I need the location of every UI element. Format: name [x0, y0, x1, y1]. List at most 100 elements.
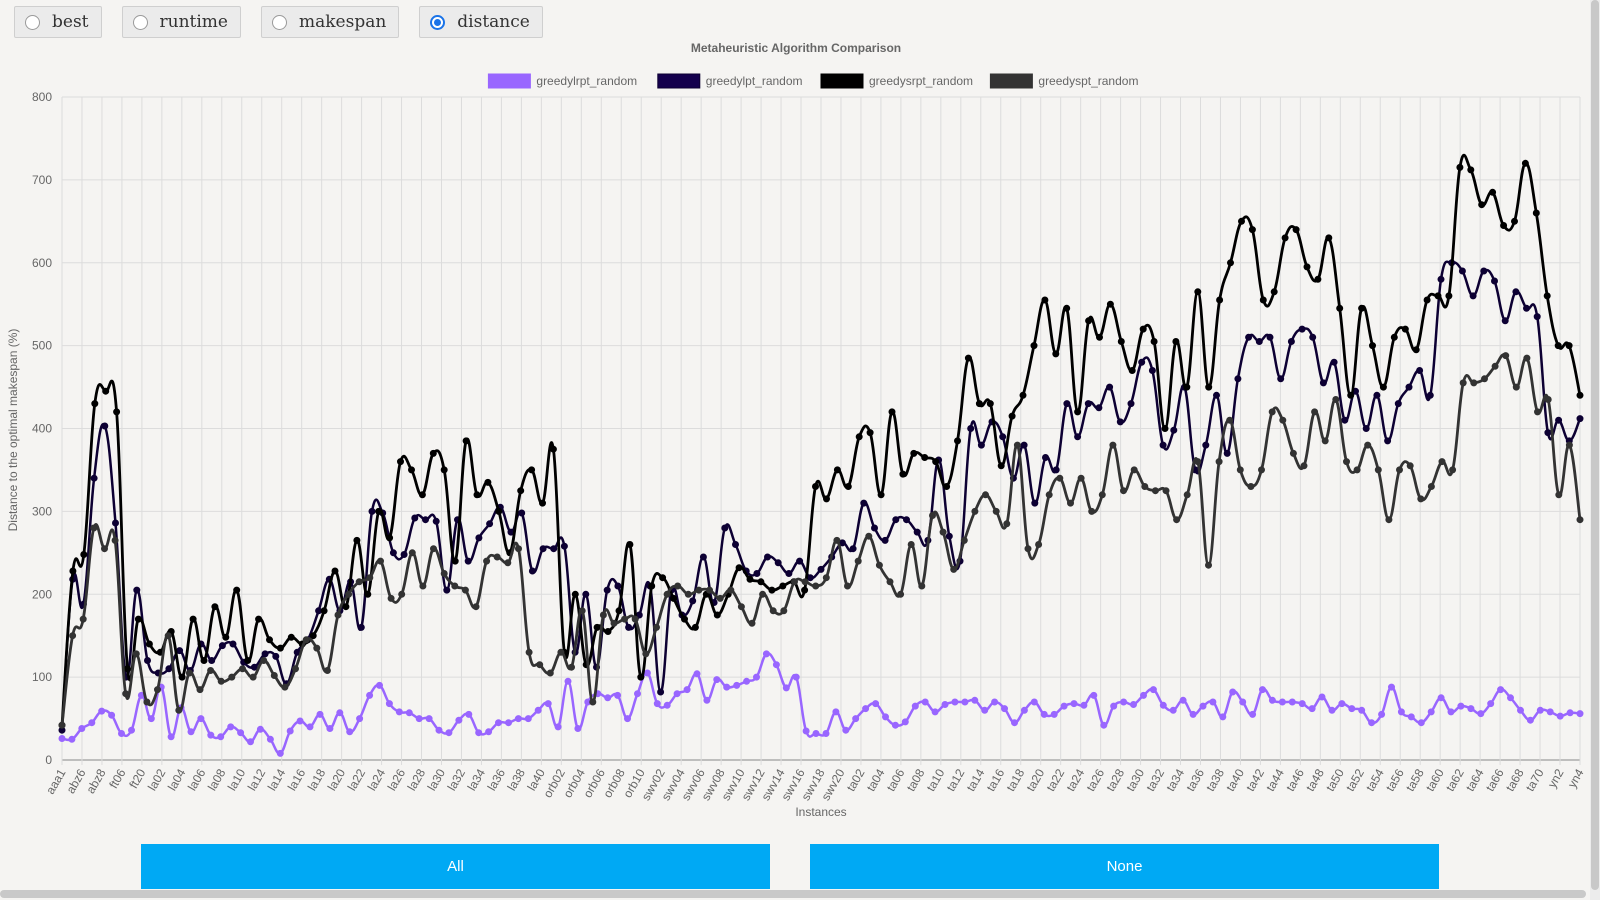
data-point[interactable] — [901, 718, 909, 726]
data-point[interactable] — [1338, 700, 1346, 708]
data-point[interactable] — [981, 706, 989, 714]
data-point[interactable] — [866, 429, 874, 437]
data-point[interactable] — [276, 644, 284, 652]
data-point[interactable] — [1330, 358, 1338, 366]
data-point[interactable] — [1194, 288, 1202, 296]
data-point[interactable] — [495, 719, 502, 727]
data-point[interactable] — [1090, 691, 1098, 699]
data-point[interactable] — [435, 726, 443, 734]
vertical-scrollbar-thumb[interactable] — [1591, 0, 1599, 890]
data-point[interactable] — [1268, 696, 1276, 704]
data-point[interactable] — [1458, 267, 1466, 275]
data-point[interactable] — [233, 586, 241, 594]
data-point[interactable] — [1423, 296, 1431, 304]
data-point[interactable] — [574, 725, 582, 732]
data-point[interactable] — [411, 514, 419, 522]
data-point[interactable] — [1205, 383, 1213, 391]
data-point[interactable] — [1169, 706, 1177, 714]
data-point[interactable] — [812, 730, 820, 737]
data-point[interactable] — [143, 698, 151, 706]
data-point[interactable] — [954, 437, 961, 445]
data-point[interactable] — [1394, 400, 1402, 408]
data-point[interactable] — [877, 491, 885, 499]
data-point[interactable] — [1098, 491, 1106, 499]
data-point[interactable] — [356, 715, 364, 723]
data-point[interactable] — [178, 673, 186, 681]
data-point[interactable] — [465, 710, 473, 718]
data-point[interactable] — [1368, 719, 1376, 727]
data-point[interactable] — [185, 669, 193, 677]
data-point[interactable] — [1162, 487, 1170, 495]
data-point[interactable] — [286, 727, 294, 735]
data-point[interactable] — [1042, 454, 1049, 461]
data-point[interactable] — [550, 545, 558, 553]
data-point[interactable] — [1523, 354, 1531, 362]
data-point[interactable] — [539, 545, 547, 553]
data-point[interactable] — [1325, 234, 1333, 242]
data-point[interactable] — [899, 470, 907, 478]
data-point[interactable] — [774, 559, 782, 567]
data-point[interactable] — [133, 586, 141, 594]
data-point[interactable] — [261, 650, 269, 658]
data-point[interactable] — [386, 534, 394, 542]
data-point[interactable] — [716, 594, 724, 602]
data-point[interactable] — [1150, 338, 1158, 345]
data-point[interactable] — [782, 684, 790, 692]
data-point[interactable] — [102, 387, 110, 395]
data-point[interactable] — [1555, 416, 1563, 424]
data-point[interactable] — [1236, 466, 1244, 474]
data-point[interactable] — [1234, 375, 1242, 383]
data-point[interactable] — [951, 698, 959, 706]
data-point[interactable] — [1229, 688, 1237, 696]
data-point[interactable] — [368, 507, 376, 515]
data-point[interactable] — [514, 715, 522, 723]
data-point[interactable] — [1151, 487, 1159, 495]
data-point[interactable] — [1173, 516, 1181, 524]
data-point[interactable] — [1109, 441, 1117, 449]
data-point[interactable] — [1031, 499, 1039, 507]
data-point[interactable] — [218, 642, 226, 650]
data-point[interactable] — [674, 582, 682, 590]
data-point[interactable] — [1120, 487, 1127, 495]
data-point[interactable] — [355, 578, 363, 586]
data-point[interactable] — [306, 723, 314, 731]
data-point[interactable] — [1543, 292, 1551, 300]
data-point[interactable] — [1481, 375, 1488, 383]
data-point[interactable] — [648, 582, 656, 590]
data-point[interactable] — [721, 524, 729, 532]
data-point[interactable] — [539, 499, 546, 507]
data-point[interactable] — [945, 532, 953, 540]
data-point[interactable] — [653, 700, 661, 708]
data-point[interactable] — [1161, 425, 1169, 432]
data-point[interactable] — [801, 578, 809, 586]
data-point[interactable] — [1298, 700, 1306, 708]
data-point[interactable] — [1239, 698, 1247, 706]
data-point[interactable] — [69, 567, 77, 575]
data-point[interactable] — [1507, 694, 1514, 702]
data-point[interactable] — [768, 586, 776, 594]
data-point[interactable] — [207, 667, 215, 674]
data-point[interactable] — [753, 673, 760, 681]
data-point[interactable] — [276, 749, 284, 757]
data-point[interactable] — [614, 582, 622, 590]
data-point[interactable] — [134, 615, 142, 623]
data-point[interactable] — [568, 663, 575, 671]
data-point[interactable] — [486, 520, 494, 528]
data-point[interactable] — [1544, 429, 1552, 437]
data-point[interactable] — [1434, 292, 1442, 300]
data-point[interactable] — [1179, 696, 1187, 704]
data-point[interactable] — [943, 483, 951, 490]
data-point[interactable] — [986, 400, 994, 408]
data-point[interactable] — [1194, 458, 1202, 466]
data-point[interactable] — [1374, 466, 1382, 474]
legend-item[interactable]: greedysrpt_random — [820, 73, 973, 89]
data-point[interactable] — [1477, 710, 1485, 718]
data-point[interactable] — [473, 491, 481, 499]
data-point[interactable] — [733, 681, 741, 689]
data-point[interactable] — [844, 483, 852, 490]
data-point[interactable] — [475, 729, 483, 737]
data-point[interactable] — [746, 575, 754, 583]
data-point[interactable] — [684, 590, 692, 598]
data-point[interactable] — [1249, 710, 1257, 718]
data-point[interactable] — [1084, 400, 1092, 408]
